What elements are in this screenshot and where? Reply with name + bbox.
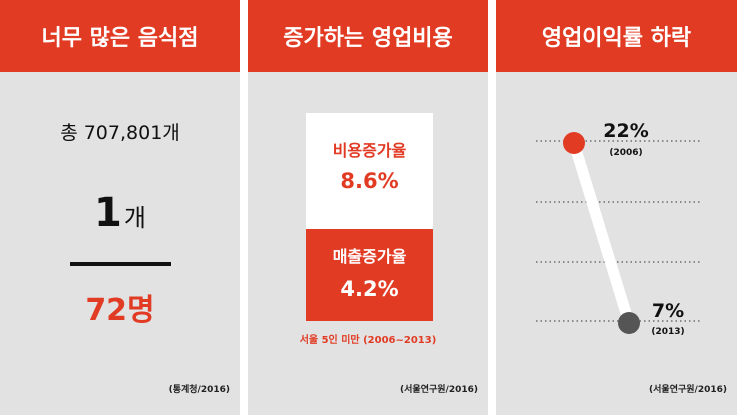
source-label: (통계청/2016) [168, 385, 230, 395]
sales-growth-label: 매출증가율 [332, 247, 407, 266]
cost-growth-value: 8.6% [340, 169, 399, 193]
source-label: (서울연구원/2016) [400, 385, 478, 395]
sales-growth-value: 4.2% [340, 277, 399, 301]
trend-line [568, 141, 635, 325]
panel-restaurants: 너무 많은 음식점 총 707,801개 1개 72명 (통계청/2016) [0, 0, 240, 415]
point-2006 [563, 132, 585, 154]
value-label-2006: 22% [603, 120, 648, 142]
sales-growth-box: 매출증가율 4.2% [306, 229, 433, 321]
ratio-divider [70, 262, 171, 266]
cost-growth-box: 비용증가율 8.6% [306, 113, 433, 229]
scope-note: 서울 5인 미만 (2006~2013) [299, 335, 437, 346]
ratio-denominator: 72명 [85, 293, 155, 328]
panel-title: 영업이익률 하락 [496, 0, 737, 72]
value-label-2013: 7% [652, 300, 684, 322]
cost-growth-label: 비용증가율 [332, 141, 407, 160]
panel-title: 증가하는 영업비용 [248, 0, 488, 72]
ratio-number: 1 [94, 190, 122, 236]
source-label: (서울연구원/2016) [649, 385, 727, 395]
panel-title: 너무 많은 음식점 [0, 0, 240, 72]
year-label-2006: (2006) [609, 148, 642, 158]
total-restaurants: 총 707,801개 [60, 122, 180, 144]
ratio-numerator: 1개 [0, 190, 240, 236]
panel-profit: 영업이익률 하락 22% (2006) 7% (2013) (서울연구원/2016) [496, 0, 737, 415]
ratio-unit: 개 [123, 204, 146, 232]
profit-margin-chart: 22% (2006) 7% (2013) [536, 120, 701, 337]
point-2013 [618, 312, 640, 334]
panel-costs: 증가하는 영업비용 비용증가율 8.6% 매출증가율 4.2% 서울 5인 미만… [248, 0, 488, 415]
year-label-2013: (2013) [651, 327, 684, 337]
